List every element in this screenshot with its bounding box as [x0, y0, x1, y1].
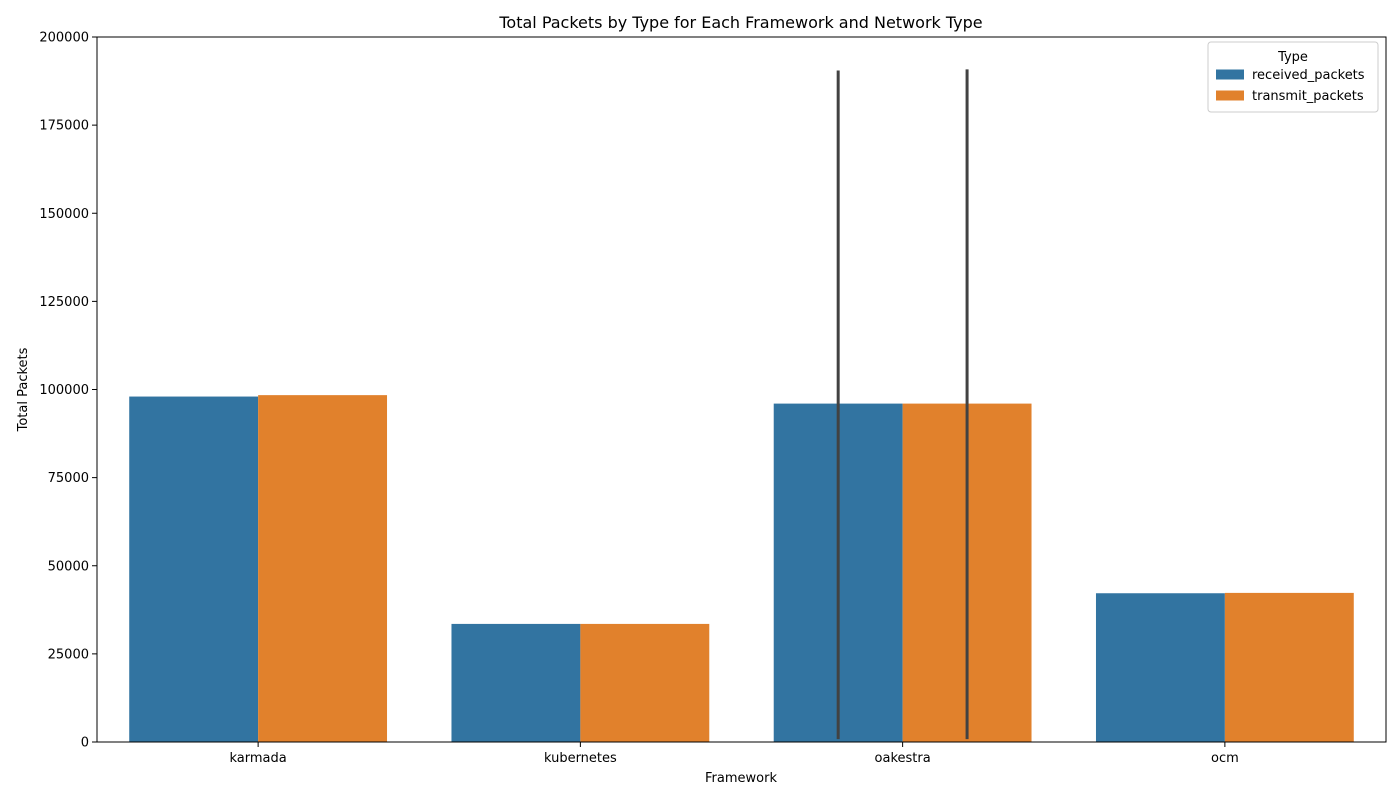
error-bars-group	[836, 69, 969, 740]
legend-box	[1207, 41, 1379, 113]
y-axis-label: Total Packets	[16, 347, 31, 432]
bar-transmit-packets-kubernetes	[580, 623, 710, 742]
bar-transmit-packets-ocm	[1224, 592, 1354, 742]
y-tick-label: 75000	[48, 471, 89, 486]
y-tick-label: 175000	[39, 119, 89, 134]
bars-group	[129, 395, 1354, 742]
y-tick-label: 150000	[39, 207, 89, 222]
y-tick-label: 100000	[39, 383, 89, 398]
y-tick-label: 200000	[39, 31, 89, 46]
bar-received-packets-karmada	[129, 396, 259, 742]
bar-received-packets-ocm	[1095, 593, 1225, 742]
y-tick-label: 50000	[48, 559, 89, 574]
legend-label-transmit-packets: transmit_packets	[1252, 89, 1364, 104]
legend: Type received_packets transmit_packets	[1207, 41, 1379, 113]
y-tick-label: 125000	[39, 295, 89, 310]
legend-label-received-packets: received_packets	[1252, 68, 1365, 83]
x-axis: karmada kubernetes oakestra ocm	[230, 742, 1239, 766]
chart-title: Total Packets by Type for Each Framework…	[498, 13, 982, 32]
x-tick-label-oakestra: oakestra	[875, 751, 931, 766]
y-tick-label: 0	[81, 736, 89, 751]
legend-swatch-received-packets	[1216, 69, 1244, 80]
legend-swatch-transmit-packets	[1216, 90, 1244, 101]
x-tick-label-ocm: ocm	[1211, 751, 1239, 766]
bar-transmit-packets-karmada	[258, 395, 388, 742]
y-tick-label: 25000	[48, 647, 89, 662]
x-axis-label: Framework	[705, 771, 777, 786]
x-tick-label-karmada: karmada	[230, 751, 287, 766]
legend-title: Type	[1277, 50, 1308, 65]
legend-items: received_packets transmit_packets	[1216, 68, 1365, 104]
x-tick-label-kubernetes: kubernetes	[544, 751, 617, 766]
y-axis: 0 25000 50000 75000 100000 125000 150000 175000…	[39, 31, 97, 751]
bar-received-packets-kubernetes	[451, 623, 581, 742]
